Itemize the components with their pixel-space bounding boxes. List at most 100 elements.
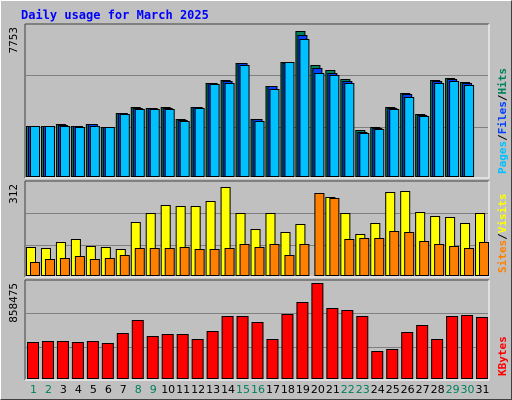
kbytes-bar-day-14 bbox=[221, 316, 234, 379]
x-label-day-14: 14 bbox=[221, 383, 235, 396]
chart-title: Daily usage for March 2025 bbox=[21, 8, 209, 22]
kbytes-bar-day-3 bbox=[56, 341, 69, 379]
x-label-day-31: 31 bbox=[476, 383, 490, 396]
kbytes-legend: KBytes bbox=[496, 336, 509, 376]
kbytes-bar-day-21 bbox=[326, 308, 339, 379]
pages-bar-day-15 bbox=[239, 65, 250, 177]
x-label-day-18: 18 bbox=[281, 383, 295, 396]
hits-legend-separator: / bbox=[496, 134, 509, 141]
sites-bar-day-5 bbox=[89, 259, 100, 276]
kbytes-bar-day-19 bbox=[296, 302, 309, 379]
pages-bar-day-20 bbox=[314, 73, 325, 177]
kbytes-bar-day-24 bbox=[371, 351, 384, 379]
x-label-day-26: 26 bbox=[401, 383, 415, 396]
sites-bar-day-17 bbox=[269, 244, 280, 276]
kbytes-bar-day-8 bbox=[131, 320, 144, 379]
pages-bar-day-12 bbox=[194, 108, 205, 177]
pages-bar-day-2 bbox=[44, 126, 55, 177]
x-label-day-21: 21 bbox=[326, 383, 340, 396]
pages-bar-day-29 bbox=[449, 81, 460, 177]
sites-bar-day-19 bbox=[299, 244, 310, 276]
kbytes-bar-day-11 bbox=[176, 334, 189, 379]
x-label-day-24: 24 bbox=[371, 383, 385, 396]
legend-hits: Hits bbox=[496, 68, 509, 95]
pages-bar-day-26 bbox=[404, 97, 415, 177]
pages-bar-day-19 bbox=[299, 39, 310, 177]
legend-sites: Sites bbox=[496, 240, 509, 273]
visits-legend: Sites/Visits bbox=[496, 194, 509, 274]
kbytes-bar-day-5 bbox=[86, 341, 99, 379]
legend-files: Files bbox=[496, 101, 509, 134]
x-label-day-28: 28 bbox=[431, 383, 445, 396]
pages-bar-day-4 bbox=[74, 127, 85, 177]
kbytes-bar-day-26 bbox=[401, 332, 414, 379]
kbytes-bar-day-1 bbox=[27, 342, 39, 379]
kbytes-bar-day-16 bbox=[251, 322, 264, 379]
x-label-day-17: 17 bbox=[266, 383, 280, 396]
kbytes-bar-day-23 bbox=[356, 316, 369, 379]
x-label-day-13: 13 bbox=[206, 383, 220, 396]
kbytes-bar-day-28 bbox=[431, 339, 444, 379]
x-label-day-16: 16 bbox=[251, 383, 265, 396]
sites-bar-day-25 bbox=[389, 231, 400, 276]
x-label-day-7: 7 bbox=[120, 383, 127, 396]
pages-bar-day-22 bbox=[344, 83, 355, 177]
sites-bar-day-7 bbox=[119, 255, 130, 276]
sites-bar-day-29 bbox=[449, 246, 460, 276]
sites-bar-day-26 bbox=[404, 232, 415, 276]
kbytes-bar-day-25 bbox=[386, 349, 399, 379]
pages-bar-day-3 bbox=[59, 126, 70, 177]
kbytes-bar-day-20 bbox=[311, 283, 324, 379]
pages-bar-day-18 bbox=[284, 62, 295, 177]
pages-bar-day-9 bbox=[149, 109, 160, 177]
x-label-day-1: 1 bbox=[30, 383, 37, 396]
sites-bar-day-9 bbox=[149, 248, 160, 276]
pages-bar-day-30 bbox=[464, 85, 475, 177]
kbytes-bar-day-7 bbox=[116, 333, 129, 379]
visits-legend-separator: / bbox=[496, 233, 509, 240]
x-label-day-8: 8 bbox=[135, 383, 142, 396]
hits-ymax-label: 7753 bbox=[7, 27, 20, 54]
pages-bar-day-21 bbox=[329, 75, 340, 177]
sites-bar-day-24 bbox=[374, 238, 385, 276]
x-label-day-12: 12 bbox=[191, 383, 205, 396]
sites-bar-day-10 bbox=[164, 248, 175, 276]
pages-bar-day-5 bbox=[89, 126, 100, 177]
x-label-day-19: 19 bbox=[296, 383, 310, 396]
sites-bar-day-15 bbox=[239, 244, 250, 276]
kbytes-bar-day-4 bbox=[71, 342, 84, 379]
kbytes-bar-day-31 bbox=[476, 317, 489, 379]
kbytes-bar-day-9 bbox=[146, 336, 159, 379]
sites-bar-day-1 bbox=[30, 262, 40, 276]
sites-bar-day-2 bbox=[44, 259, 55, 276]
pages-bar-day-8 bbox=[134, 109, 145, 177]
x-label-day-25: 25 bbox=[386, 383, 400, 396]
sites-bar-day-14 bbox=[224, 248, 235, 276]
hits-legend: Pages/Files/Hits bbox=[496, 68, 509, 174]
sites-bar-day-8 bbox=[134, 248, 145, 276]
sites-bar-day-23 bbox=[359, 238, 370, 276]
pages-bar-day-16 bbox=[254, 121, 265, 177]
kbytes-bar-day-15 bbox=[236, 316, 249, 379]
x-label-day-4: 4 bbox=[75, 383, 82, 396]
x-label-day-6: 6 bbox=[105, 383, 112, 396]
sites-bar-day-12 bbox=[194, 249, 205, 276]
legend-kbytes: KBytes bbox=[496, 336, 509, 376]
sites-bar-day-20 bbox=[314, 193, 325, 276]
sites-bar-day-13 bbox=[209, 249, 220, 276]
pages-bar-day-6 bbox=[104, 127, 115, 177]
sites-bar-day-11 bbox=[179, 247, 190, 276]
legend-pages: Pages bbox=[496, 141, 509, 174]
x-label-day-20: 20 bbox=[311, 383, 325, 396]
pages-bar-day-25 bbox=[389, 109, 400, 177]
sites-bar-day-16 bbox=[254, 247, 265, 276]
sites-bar-day-6 bbox=[104, 258, 115, 276]
kbytes-ymax-label: 858475 bbox=[7, 283, 20, 323]
sites-bar-day-30 bbox=[464, 248, 475, 276]
x-label-day-23: 23 bbox=[356, 383, 370, 396]
x-label-day-11: 11 bbox=[176, 383, 190, 396]
legend-visits: Visits bbox=[496, 194, 509, 234]
pages-bar-day-24 bbox=[374, 129, 385, 177]
kbytes-bar-day-30 bbox=[461, 315, 474, 379]
